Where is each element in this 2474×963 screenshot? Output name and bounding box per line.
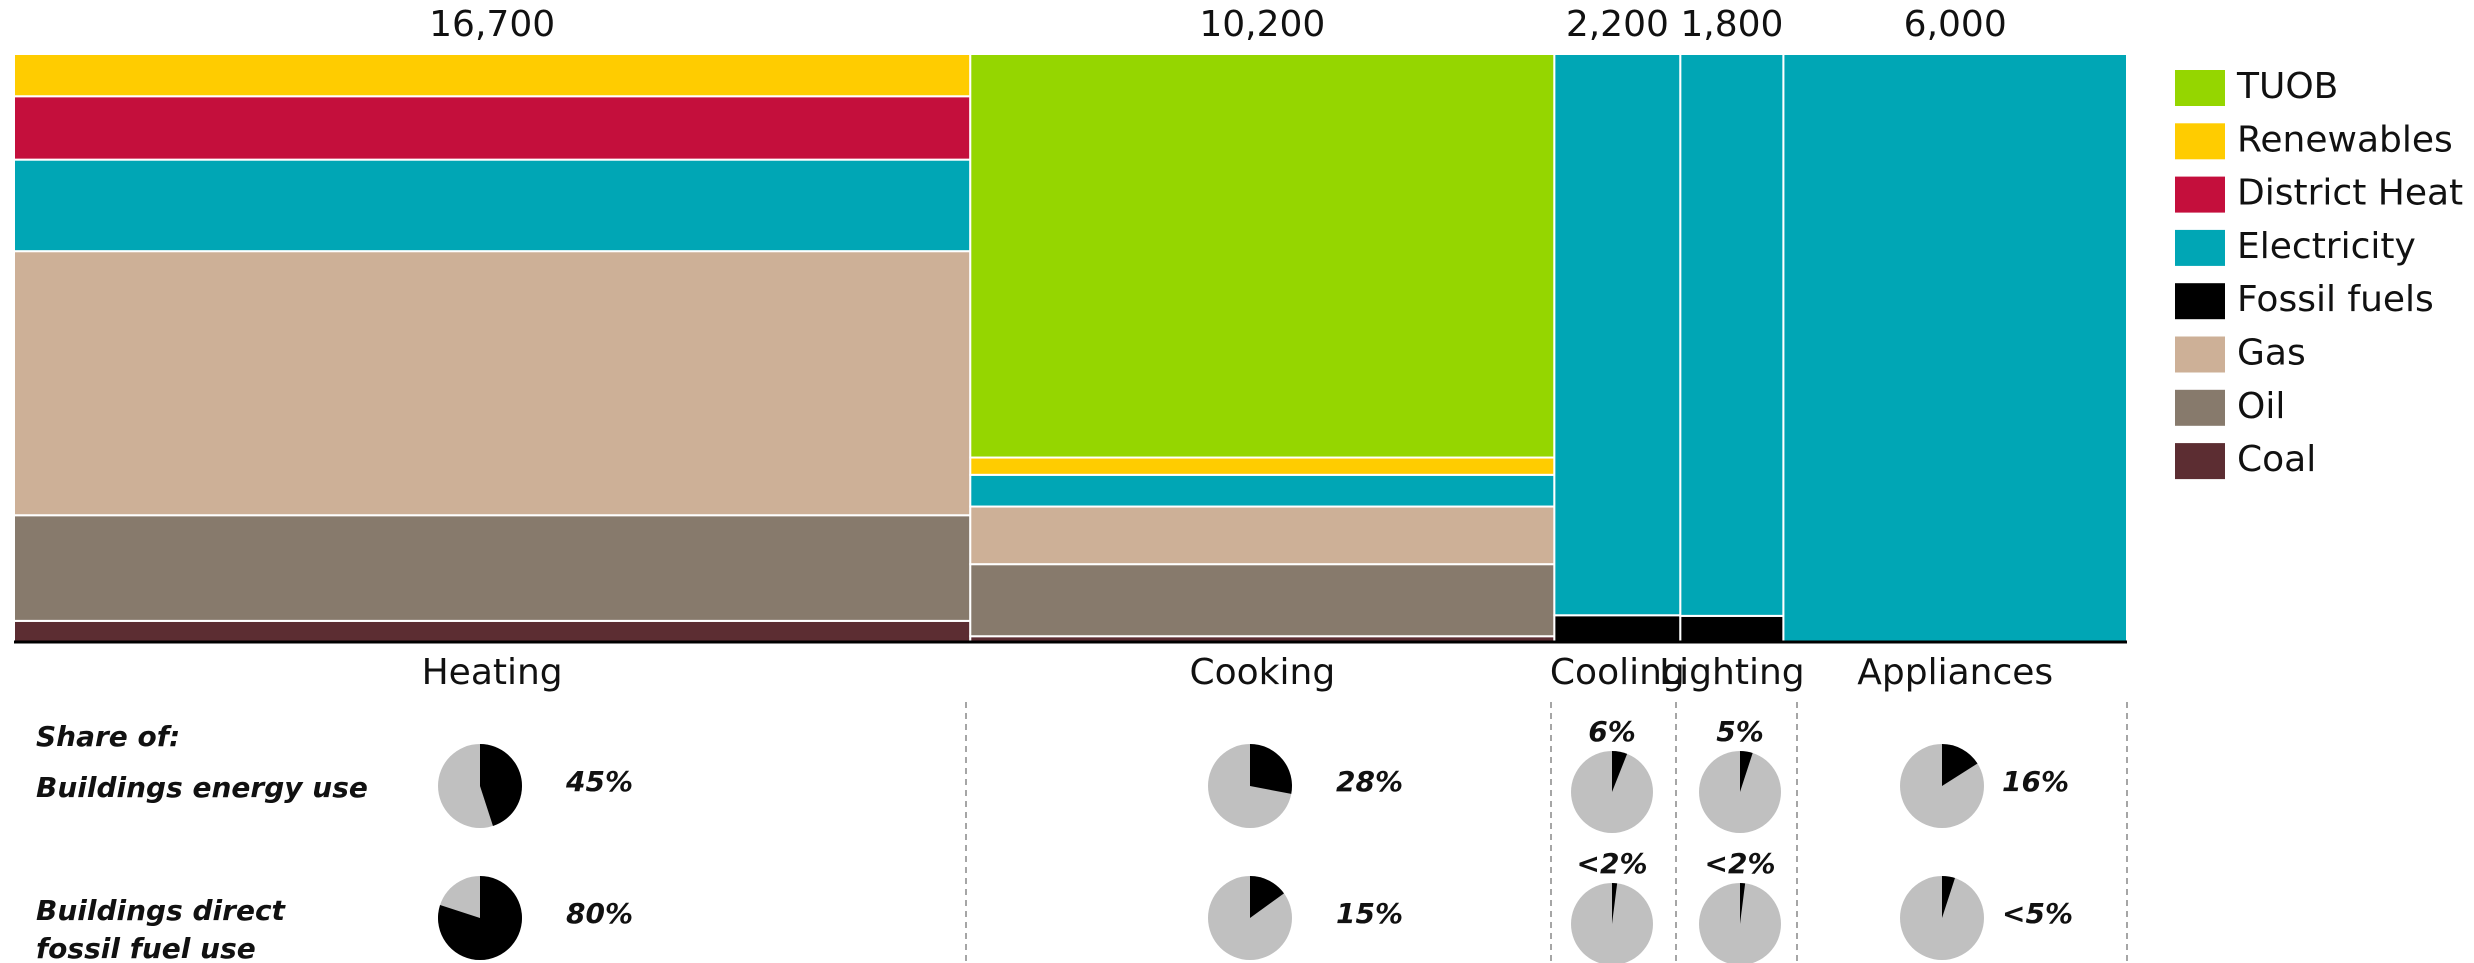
segment <box>1553 53 1682 617</box>
category-label: Heating <box>422 652 563 693</box>
legend-label: Electricity <box>2237 226 2416 267</box>
pie-slice <box>1612 883 1618 924</box>
legend-label: Oil <box>2237 386 2285 427</box>
pie-label: 5% <box>1716 715 1764 748</box>
pie-label: <2% <box>1705 847 1776 880</box>
row-label: Buildings energy use <box>36 771 368 804</box>
legend-swatch <box>2175 283 2225 320</box>
legend-swatch <box>2175 336 2225 373</box>
segment <box>13 95 972 161</box>
legend-swatch <box>2175 443 2225 480</box>
legend-swatch <box>2175 70 2225 106</box>
segment <box>1553 614 1682 643</box>
pie-label: 15% <box>1336 897 1403 930</box>
pie-slice <box>1612 751 1628 792</box>
segment <box>969 456 1556 476</box>
segment <box>13 514 972 622</box>
total-label: 16,700 <box>429 4 555 45</box>
pie-slice <box>480 744 522 826</box>
segment <box>969 53 1556 459</box>
pie-label: <5% <box>2002 897 2073 930</box>
row-label: fossil fuel use <box>36 932 256 963</box>
total-label: 6,000 <box>1904 4 2007 45</box>
legend-label: District Heat <box>2237 173 2463 214</box>
total-label: 2,200 <box>1566 4 1669 45</box>
legend-swatch <box>2175 176 2225 213</box>
pie-slice <box>1942 744 1978 786</box>
row-label: Buildings direct <box>36 894 287 927</box>
pie-slice <box>1250 744 1292 794</box>
pie-label: 45% <box>565 765 633 798</box>
heading: Share of: <box>36 720 180 753</box>
pie-label: 80% <box>566 897 633 930</box>
pie-slice <box>1740 883 1746 924</box>
segment <box>1679 614 1785 643</box>
pie-label: 16% <box>2002 765 2069 798</box>
pie-slice <box>1740 751 1753 792</box>
segment <box>13 250 972 517</box>
segment <box>1782 53 2128 643</box>
legend-label: Gas <box>2237 333 2306 374</box>
pie-label: 28% <box>1336 765 1403 798</box>
legend-label: Coal <box>2237 439 2316 480</box>
total-label: 10,200 <box>1199 4 1325 45</box>
legend-swatch <box>2175 229 2225 266</box>
pie-slice <box>1942 876 1955 918</box>
segment <box>969 563 1556 638</box>
category-label: Appliances <box>1857 652 2053 693</box>
pie-slice <box>438 876 523 961</box>
segment <box>13 619 972 644</box>
segment <box>969 505 1556 566</box>
pie-label: 6% <box>1588 715 1636 748</box>
total-label: 1,800 <box>1680 4 1783 45</box>
category-label: Cooking <box>1189 652 1335 693</box>
legend-swatch <box>2175 123 2225 160</box>
pie-label: <2% <box>1577 847 1648 880</box>
pie-slice <box>1250 876 1284 918</box>
segment <box>13 53 972 98</box>
legend-swatch <box>2175 389 2225 426</box>
segment <box>1679 53 1785 617</box>
legend-label: TUOB <box>2236 66 2338 107</box>
segment <box>969 473 1556 508</box>
legend-label: Renewables <box>2237 119 2453 160</box>
segment <box>13 158 972 253</box>
category-label: Lighting <box>1659 652 1805 693</box>
legend-label: Fossil fuels <box>2237 279 2434 320</box>
category-label: Cooling <box>1550 652 1685 693</box>
